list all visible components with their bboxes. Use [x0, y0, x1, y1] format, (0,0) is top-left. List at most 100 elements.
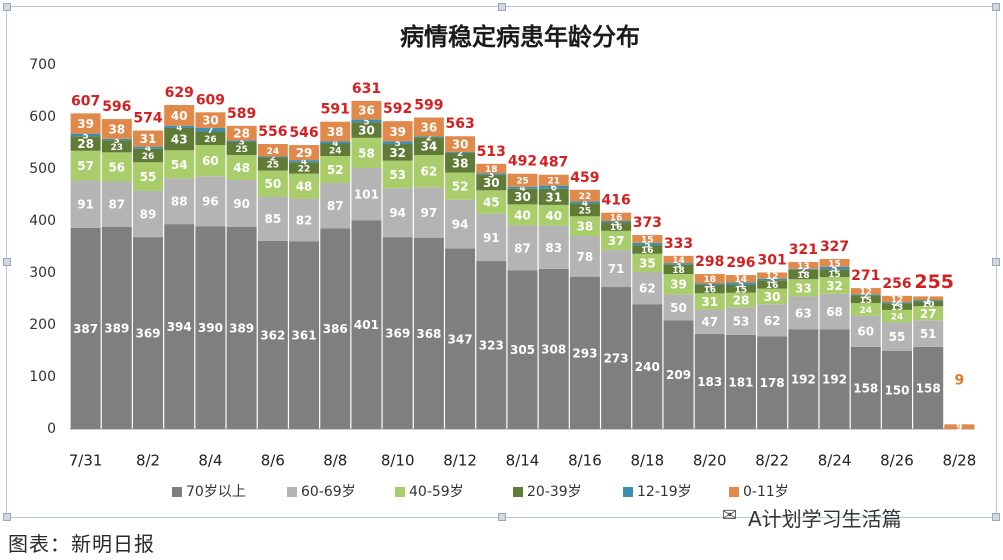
bar-segment-20-39岁[interactable] — [70, 136, 101, 151]
resize-handle-left[interactable] — [3, 258, 11, 266]
bar-segment-12-19岁[interactable] — [226, 140, 257, 142]
bar-segment-40-59岁[interactable] — [850, 303, 881, 316]
bar-segment-20-39岁[interactable] — [881, 303, 912, 310]
bar-segment-0-11岁[interactable] — [445, 136, 476, 152]
bar-segment-20-39岁[interactable] — [757, 280, 788, 289]
resize-handle-top-left[interactable] — [3, 3, 11, 11]
bar-segment-12-19岁[interactable] — [507, 186, 538, 189]
bar-segment-60-69岁[interactable] — [694, 309, 725, 334]
bar-segment-40-59岁[interactable] — [819, 277, 850, 294]
bar-segment-70岁以上[interactable] — [788, 329, 819, 429]
bar-segment-20-39岁[interactable] — [476, 174, 507, 191]
bar-segment-20-39岁[interactable] — [133, 148, 164, 163]
bar-segment-70岁以上[interactable] — [257, 240, 288, 429]
bar-segment-20-39岁[interactable] — [694, 284, 725, 294]
bar-segment-40-59岁[interactable] — [70, 150, 101, 181]
bar-segment-70岁以上[interactable] — [164, 224, 195, 429]
bar-segment-20-39岁[interactable] — [569, 203, 600, 217]
bar-segment-0-11岁[interactable] — [632, 235, 663, 243]
bar-segment-0-11岁[interactable] — [694, 274, 725, 284]
bar-segment-20-39岁[interactable] — [320, 143, 351, 156]
bar-segment-0-11岁[interactable] — [351, 100, 382, 120]
bar-segment-60-69岁[interactable] — [663, 294, 694, 321]
bar-segment-20-39岁[interactable] — [101, 140, 132, 153]
bar-segment-12-19岁[interactable] — [70, 133, 101, 137]
bar-segment-60-69岁[interactable] — [632, 271, 663, 305]
bar-segment-70岁以上[interactable] — [320, 228, 351, 429]
bar-segment-12-19岁[interactable] — [850, 294, 881, 296]
resize-handle-bottom-left[interactable] — [3, 513, 11, 521]
bar-segment-40-59岁[interactable] — [320, 156, 351, 184]
bar-segment-60-69岁[interactable] — [788, 296, 819, 330]
bar-segment-70岁以上[interactable] — [445, 248, 476, 429]
bar-segment-12-19岁[interactable] — [133, 146, 164, 149]
bar-segment-20-39岁[interactable] — [632, 245, 663, 254]
bar-segment-12-19岁[interactable] — [538, 185, 569, 189]
bar-segment-0-11岁[interactable] — [601, 212, 632, 221]
bar-segment-0-11岁[interactable] — [257, 144, 288, 157]
bar-segment-12-19岁[interactable] — [601, 221, 632, 223]
bar-segment-0-11岁[interactable] — [569, 189, 600, 202]
bar-segment-12-19岁[interactable] — [725, 282, 756, 285]
bar-segment-0-11岁[interactable] — [507, 173, 538, 187]
bar-segment-70岁以上[interactable] — [70, 227, 101, 429]
bar-segment-70岁以上[interactable] — [476, 261, 507, 429]
bar-segment-70岁以上[interactable] — [913, 346, 944, 429]
bar-segment-40-59岁[interactable] — [476, 190, 507, 214]
bar-segment-0-11岁[interactable] — [725, 275, 756, 283]
bar-segment-20-39岁[interactable] — [913, 301, 944, 307]
bar-segment-40-59岁[interactable] — [601, 230, 632, 251]
bar-segment-20-39岁[interactable] — [850, 295, 881, 304]
bar-segment-40-59岁[interactable] — [569, 216, 600, 237]
bar-segment-0-11岁[interactable] — [320, 121, 351, 142]
bar-segment-12-19岁[interactable] — [382, 141, 413, 145]
bar-segment-70岁以上[interactable] — [195, 226, 226, 429]
bar-segment-12-19岁[interactable] — [632, 242, 663, 246]
bar-segment-40-59岁[interactable] — [101, 152, 132, 182]
bar-segment-20-39岁[interactable] — [382, 144, 413, 161]
bar-segment-70岁以上[interactable] — [601, 287, 632, 429]
bar-segment-0-11岁[interactable] — [881, 295, 912, 303]
bar-segment-20-39岁[interactable] — [788, 269, 819, 280]
bar-segment-60-69岁[interactable] — [226, 179, 257, 227]
bar-segment-20-39岁[interactable] — [819, 269, 850, 278]
bar-segment-12-19岁[interactable] — [257, 156, 288, 158]
bar-segment-12-19岁[interactable] — [320, 141, 351, 144]
bar-segment-20-39岁[interactable] — [725, 284, 756, 293]
bar-segment-70岁以上[interactable] — [757, 336, 788, 429]
bar-segment-0-11岁[interactable] — [413, 117, 444, 137]
bar-segment-12-19岁[interactable] — [445, 151, 476, 153]
bar-segment-0-11岁[interactable] — [538, 174, 569, 186]
resize-handle-top-right[interactable] — [992, 3, 1000, 11]
bar-segment-60-69岁[interactable] — [725, 307, 756, 335]
bar-segment-40-59岁[interactable] — [757, 288, 788, 305]
bar-segment-70岁以上[interactable] — [351, 220, 382, 429]
bar-segment-40-59岁[interactable] — [413, 154, 444, 188]
resize-handle-bottom[interactable] — [498, 513, 506, 521]
bar-segment-60-69岁[interactable] — [757, 304, 788, 337]
bar-segment-0-11岁[interactable] — [819, 258, 850, 267]
bar-segment-12-19岁[interactable] — [569, 201, 600, 204]
bar-segment-60-69岁[interactable] — [195, 176, 226, 227]
bar-segment-12-19岁[interactable] — [164, 125, 195, 128]
bar-segment-12-19岁[interactable] — [819, 266, 850, 270]
bar-segment-0-11岁[interactable] — [164, 105, 195, 126]
bar-segment-20-39岁[interactable] — [289, 162, 320, 174]
bar-segment-70岁以上[interactable] — [226, 226, 257, 429]
bar-segment-70岁以上[interactable] — [101, 226, 132, 429]
bar-segment-20-39岁[interactable] — [195, 131, 226, 146]
bar-segment-0-11岁[interactable] — [850, 288, 881, 295]
bar-segment-60-69岁[interactable] — [538, 225, 569, 269]
bar-segment-20-39岁[interactable] — [413, 137, 444, 155]
bar-segment-12-19岁[interactable] — [289, 160, 320, 163]
bar-segment-20-39岁[interactable] — [164, 127, 195, 151]
bar-segment-12-19岁[interactable] — [413, 136, 444, 138]
bar-segment-40-59岁[interactable] — [881, 309, 912, 323]
bar-segment-60-69岁[interactable] — [133, 190, 164, 238]
bar-segment-60-69岁[interactable] — [320, 183, 351, 229]
bar-segment-60-69岁[interactable] — [476, 213, 507, 262]
bar-segment-12-19岁[interactable] — [757, 278, 788, 281]
bar-segment-12-19岁[interactable] — [195, 127, 226, 132]
bar-segment-0-11岁[interactable] — [913, 296, 944, 301]
bar-segment-0-11岁[interactable] — [663, 255, 694, 264]
